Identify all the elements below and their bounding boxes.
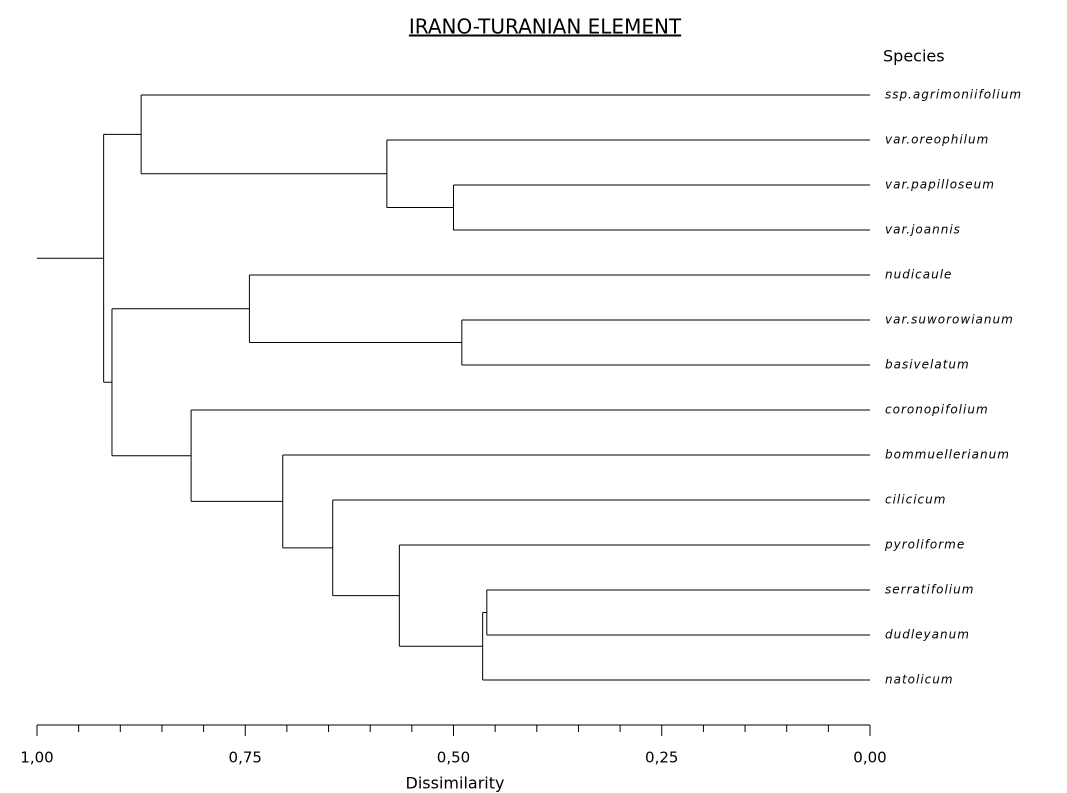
- leaf-axis-label: Species: [883, 47, 945, 66]
- x-tick-label: 1,00: [20, 749, 53, 767]
- leaf-label: var.suworowianum: [885, 313, 1014, 327]
- leaf-label: basivelatum: [885, 358, 970, 372]
- leaf-label: var.papilloseum: [885, 178, 995, 192]
- leaf-label: cilicicum: [885, 493, 946, 507]
- x-tick-label: 0,00: [853, 749, 886, 767]
- x-axis-label: Dissimilarity: [406, 774, 505, 793]
- leaf-label: pyroliforme: [884, 538, 965, 552]
- leaf-label: ssp.agrimoniifolium: [885, 88, 1022, 102]
- x-tick-label: 0,50: [437, 749, 470, 767]
- leaf-label: coronopifolium: [885, 403, 989, 417]
- leaf-label: dudleyanum: [885, 628, 970, 642]
- leaf-label: serratifolium: [885, 583, 974, 597]
- leaf-label: bommuellerianum: [885, 448, 1010, 462]
- x-tick-label: 0,75: [229, 749, 262, 767]
- chart-title: IRANO-TURANIAN ELEMENT: [409, 15, 682, 39]
- x-tick-label: 0,25: [645, 749, 678, 767]
- leaf-label: nudicaule: [885, 268, 952, 282]
- leaf-label: natolicum: [885, 673, 954, 687]
- leaf-label: var.oreophilum: [885, 133, 989, 147]
- leaf-label: var.joannis: [885, 223, 961, 237]
